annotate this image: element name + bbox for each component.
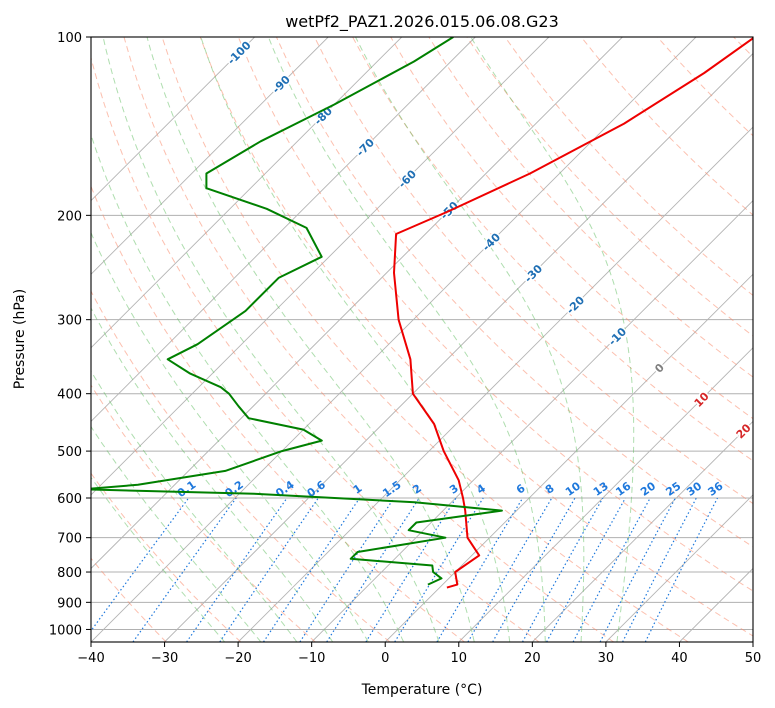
- isotherm-line: [458, 347, 753, 642]
- isotherm-line: [91, 37, 550, 496]
- y-tick-label: 300: [57, 314, 82, 329]
- plot-frame: [90, 36, 754, 643]
- mixing-ratio-line: [394, 497, 484, 642]
- dry-adiabat: [199, 37, 753, 637]
- x-tick-label: −10: [298, 651, 325, 666]
- y-tick-label: 700: [57, 532, 82, 547]
- mixing-ratio-line: [644, 497, 719, 642]
- y-tick-label: 200: [57, 209, 82, 224]
- moist-adiabat: [200, 37, 511, 642]
- dry-adiabat: [91, 55, 540, 642]
- x-tick-label: 10: [451, 651, 468, 666]
- isotherm-line: [91, 37, 476, 422]
- mixing-ratio-line: [572, 497, 651, 642]
- isotherm-line: [91, 37, 255, 202]
- mixing-ratio-line: [436, 497, 524, 642]
- dry-adiabat: [428, 37, 753, 378]
- dry-adiabat: [504, 37, 753, 296]
- chart-title: wetPf2_PAZ1.2026.015.06.08.G23: [285, 12, 559, 32]
- dry-adiabat: [390, 37, 753, 420]
- dry-adiabat: [123, 37, 614, 642]
- y-tick-label: 900: [57, 596, 82, 611]
- x-tick-label: −20: [224, 651, 251, 666]
- x-tick-label: 50: [745, 651, 762, 666]
- moist-adiabat: [355, 37, 585, 642]
- pressure-gridlines: [91, 37, 753, 630]
- temperature-profile: [393, 37, 753, 589]
- mixing-ratio-line: [91, 497, 190, 632]
- mixing-ratio-line: [546, 497, 626, 642]
- y-tick-label: 600: [57, 492, 82, 507]
- isotherm-line: [91, 37, 403, 349]
- mixing-ratio-line: [599, 497, 676, 642]
- moist-adiabat: [102, 37, 440, 642]
- moist-adiabat: [91, 231, 369, 642]
- dry-adiabat: [91, 472, 242, 642]
- dry-adiabats: [91, 37, 753, 642]
- isotherm-line: [237, 126, 753, 642]
- moist-adiabat: [470, 37, 635, 642]
- dry-adiabat: [91, 384, 316, 642]
- isotherm-line: [605, 494, 753, 642]
- moist-adiabat: [146, 37, 475, 642]
- y-tick-label: 800: [57, 566, 82, 581]
- sounding-profiles: [91, 37, 753, 589]
- x-tick-label: 40: [671, 651, 688, 666]
- dewpoint-profile: [91, 37, 503, 586]
- mixing-ratio-line: [132, 497, 237, 642]
- isotherm-line: [311, 200, 753, 642]
- mixing-ratio-lines: [91, 497, 719, 642]
- moist-adiabat: [91, 370, 298, 642]
- isotherm-line: [91, 37, 329, 275]
- dry-adiabat: [352, 37, 753, 462]
- dry-adiabat: [91, 290, 391, 642]
- y-tick-label: 400: [57, 388, 82, 403]
- x-tick-label: 20: [524, 651, 541, 666]
- x-tick-label: −30: [151, 651, 178, 666]
- moist-adiabat: [91, 133, 405, 642]
- y-tick-label: 1000: [49, 623, 82, 638]
- dry-adiabat: [314, 37, 753, 505]
- isotherm-line: [91, 37, 623, 570]
- isotherm-line: [384, 273, 753, 642]
- dry-adiabat: [237, 37, 753, 592]
- isotherm-line: [164, 52, 753, 642]
- mixing-ratio-line: [365, 497, 457, 642]
- y-tick-label: 500: [57, 445, 82, 460]
- moist-adiabat: [91, 307, 334, 642]
- x-tick-label: 0: [381, 651, 389, 666]
- dry-adiabat: [466, 37, 753, 337]
- dry-adiabat: [161, 37, 689, 642]
- x-tick-label: 30: [598, 651, 615, 666]
- dry-adiabat: [275, 37, 753, 548]
- mixing-ratio-line: [622, 497, 697, 642]
- dry-adiabat: [91, 185, 465, 642]
- y-axis-label: Pressure (hPa): [12, 289, 28, 389]
- y-tick-label: 100: [57, 31, 82, 46]
- x-tick-label: −40: [77, 651, 104, 666]
- mixing-ratio-line: [262, 497, 361, 642]
- isotherm-line: [532, 420, 753, 642]
- x-axis-label: Temperature (°C): [361, 682, 483, 698]
- moist-adiabat: [267, 37, 546, 642]
- axes: −40 −30 −20 −10 0 10 20 30 40 50 100 200 300 400 500 60…: [49, 31, 761, 666]
- moist-adiabat: [91, 425, 262, 642]
